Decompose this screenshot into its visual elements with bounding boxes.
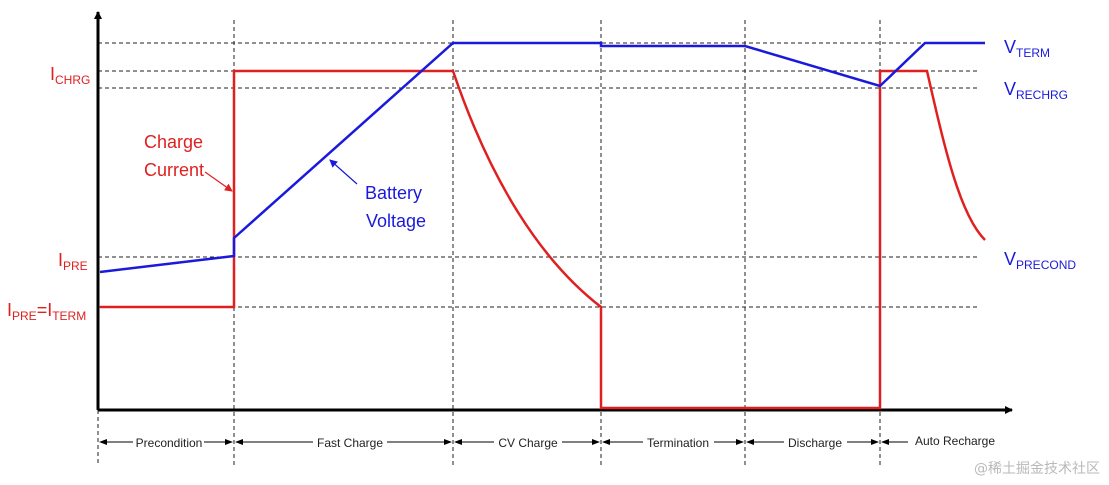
battery-voltage-pointer-arrow <box>329 159 358 185</box>
vrechrg-label: VRECHRG <box>1004 79 1068 102</box>
phase-label-cv-charge: CV Charge <box>498 436 558 450</box>
phase-label-fast-charge: Fast Charge <box>317 436 383 450</box>
ichrg-label: ICHRG <box>50 64 90 87</box>
ipre-iterm-label: IPRE=ITERM <box>7 300 86 323</box>
phase-label-precondition: Precondition <box>136 436 203 450</box>
battery-voltage-annotation: Battery Voltage <box>365 183 427 231</box>
phase-precondition-range: Precondition <box>99 436 233 450</box>
phase-label-discharge: Discharge <box>788 436 842 450</box>
phase-discharge-range: Discharge <box>746 436 879 450</box>
watermark: @稀土掘金技术社区 <box>974 461 1100 477</box>
vterm-label: VTERM <box>1004 37 1050 60</box>
charge-current-annotation: Charge Current <box>144 132 208 180</box>
phase-cv-charge-range: CV Charge <box>454 436 600 450</box>
charge-current-pointer-arrow <box>204 171 233 192</box>
charge-current-curve <box>100 69 986 410</box>
phase-termination-range: Termination <box>602 436 744 450</box>
vprecond-label: VPRECOND <box>1004 249 1076 272</box>
phase-label-auto-recharge: Auto Recharge <box>915 434 995 448</box>
phase-label-termination: Termination <box>647 436 709 450</box>
ipre-label: IPRE <box>58 250 88 273</box>
battery-voltage-curve <box>99 41 985 274</box>
phase-fast-charge-range: Fast Charge <box>235 436 452 450</box>
phase-auto-recharge-range: Auto Recharge <box>881 434 995 448</box>
